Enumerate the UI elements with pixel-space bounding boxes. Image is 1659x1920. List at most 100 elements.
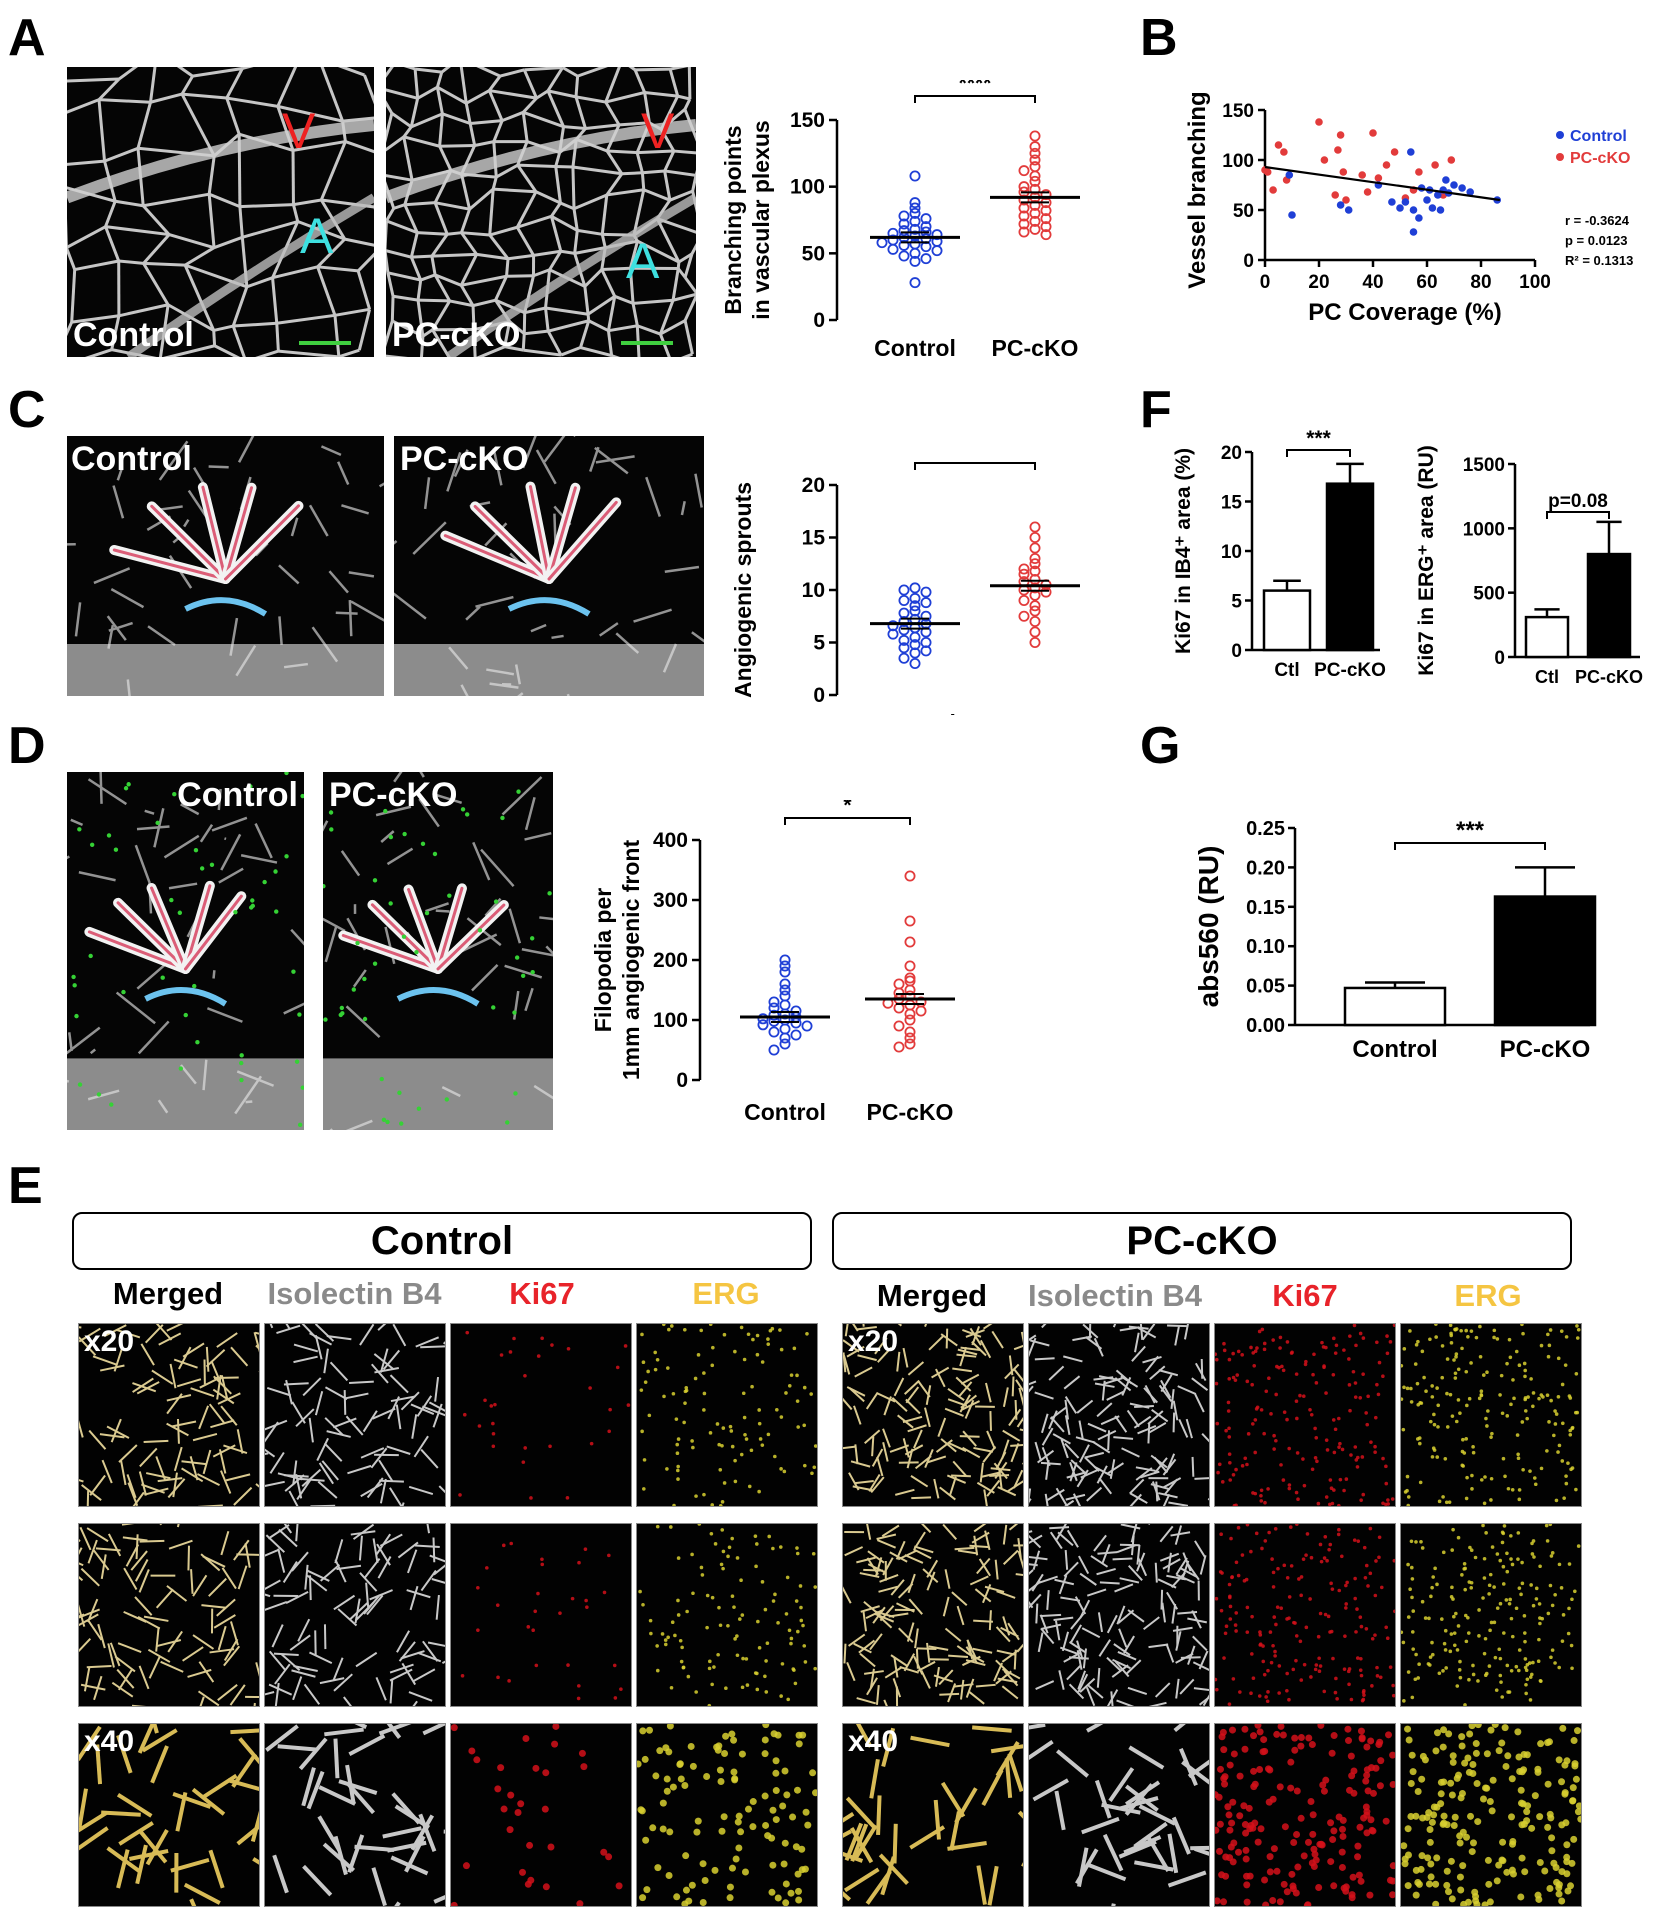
vessel-segment <box>217 1625 227 1651</box>
nucleus-dot <box>1402 1347 1407 1351</box>
nucleus-dot <box>1528 1675 1533 1679</box>
micrograph-tile <box>78 1323 260 1507</box>
vessel-segment <box>986 1430 996 1450</box>
nucleus-dot <box>778 1328 782 1332</box>
vessel-segment <box>223 1645 241 1667</box>
channel-label-erg: ERG <box>1454 1278 1522 1313</box>
bar <box>1325 482 1375 652</box>
nucleus-dot <box>763 1674 767 1679</box>
nucleus-dot <box>1309 1830 1317 1838</box>
nucleus-dot <box>665 1467 669 1471</box>
y-tick-label: 0 <box>676 1069 688 1092</box>
artery-marker: A <box>626 233 660 289</box>
nucleus-dot <box>1550 1648 1555 1652</box>
vessel-segment <box>277 1548 286 1573</box>
nucleus-dot <box>690 1552 694 1557</box>
vessel-segment <box>1087 1422 1107 1433</box>
vessel-segment <box>942 1596 950 1617</box>
nucleus-dot <box>1488 1628 1492 1633</box>
nucleus-dot <box>508 1350 513 1354</box>
vessel-segment <box>1029 1556 1048 1561</box>
vessel-segment <box>416 279 423 301</box>
nucleus-dot <box>1432 1747 1440 1755</box>
vessel-segment <box>296 1478 312 1500</box>
nucleus-dot <box>1390 1497 1395 1501</box>
vessel-segment <box>690 243 696 255</box>
nucleus-dot <box>1344 1602 1348 1606</box>
nucleus-dot <box>1243 1881 1251 1889</box>
vessel-segment <box>420 1448 439 1469</box>
vessel-segment <box>328 570 349 594</box>
filopodia-dot <box>500 815 505 821</box>
vessel-segment <box>1032 1778 1069 1802</box>
vessel-segment <box>1086 1724 1104 1733</box>
nucleus-dot <box>1509 1534 1513 1538</box>
nucleus-dot <box>1420 1546 1425 1550</box>
nucleus-dot <box>1309 1675 1313 1679</box>
vessel-segment <box>671 268 680 301</box>
vessel-segment <box>306 1574 328 1592</box>
vessel-segment <box>574 75 580 97</box>
nucleus-dot <box>1465 1475 1469 1480</box>
vessel-segment <box>1187 1617 1207 1624</box>
sprout-outline <box>116 901 187 971</box>
nucleus-dot <box>1500 1411 1505 1416</box>
nucleus-dot <box>1450 1822 1458 1830</box>
nucleus-dot <box>1449 1341 1454 1345</box>
vessel-segment <box>560 346 582 357</box>
vessel-segment <box>293 1665 318 1673</box>
vessel-segment <box>190 1569 194 1594</box>
vessel-segment <box>78 871 116 882</box>
nucleus-dot <box>1479 1393 1484 1398</box>
filopodia-dot <box>239 1077 244 1083</box>
micrograph-tile <box>1028 1523 1210 1707</box>
sprout-outline <box>224 504 301 581</box>
nucleus-dot <box>1517 1497 1522 1502</box>
vessel-segment <box>1119 1796 1159 1811</box>
nucleus-dot <box>536 1591 540 1596</box>
vessel-segment <box>1055 1524 1067 1541</box>
vessel-segment <box>1113 1643 1131 1657</box>
vessel-segment <box>278 564 300 585</box>
micrograph-tile <box>1214 1323 1396 1507</box>
vessel-segment <box>70 269 77 323</box>
filopodia-dot <box>516 789 521 794</box>
nucleus-dot <box>1377 1360 1382 1365</box>
nucleus-dot <box>1518 1821 1526 1829</box>
nucleus-dot <box>1466 1615 1470 1620</box>
nucleus-dot <box>1430 1652 1435 1657</box>
vessel-segment <box>142 204 171 236</box>
vessel-segment <box>1137 1425 1157 1435</box>
y-tick-label: 15 <box>802 527 826 550</box>
vessel-segment <box>414 67 442 74</box>
vessel-segment <box>166 1585 188 1602</box>
nucleus-dot <box>730 1768 738 1776</box>
vessel-segment <box>643 188 671 202</box>
nucleus-dot <box>795 1546 799 1550</box>
vessel-segment <box>118 67 138 81</box>
nucleus-dot <box>1305 1734 1313 1742</box>
nucleus-dot <box>1477 1608 1481 1612</box>
vessel-segment <box>79 1547 83 1555</box>
vessel-segment <box>241 220 299 239</box>
vessel-segment <box>386 1724 402 1739</box>
nucleus-dot <box>1364 1411 1368 1415</box>
nucleus-dot <box>1417 1662 1421 1667</box>
vessel-segment <box>920 1524 932 1534</box>
data-point <box>893 1020 905 1032</box>
nucleus-dot <box>1260 1327 1265 1332</box>
nucleus-dot <box>1521 1467 1525 1472</box>
nucleus-dot <box>1270 1845 1278 1853</box>
vessel-segment <box>213 235 243 250</box>
filopodia-dot <box>401 934 407 939</box>
nucleus-dot <box>717 1605 721 1610</box>
vessel-segment <box>301 1767 316 1807</box>
nucleus-dot <box>1261 1659 1266 1664</box>
nucleus-dot <box>1342 1348 1346 1352</box>
nucleus-dot <box>1285 1575 1290 1580</box>
nucleus-dot <box>787 1628 792 1633</box>
vessel-segment <box>207 155 216 195</box>
vessel-segment <box>843 1643 847 1664</box>
filopodia-dot <box>505 1120 510 1125</box>
micrograph-tile <box>264 1723 446 1907</box>
